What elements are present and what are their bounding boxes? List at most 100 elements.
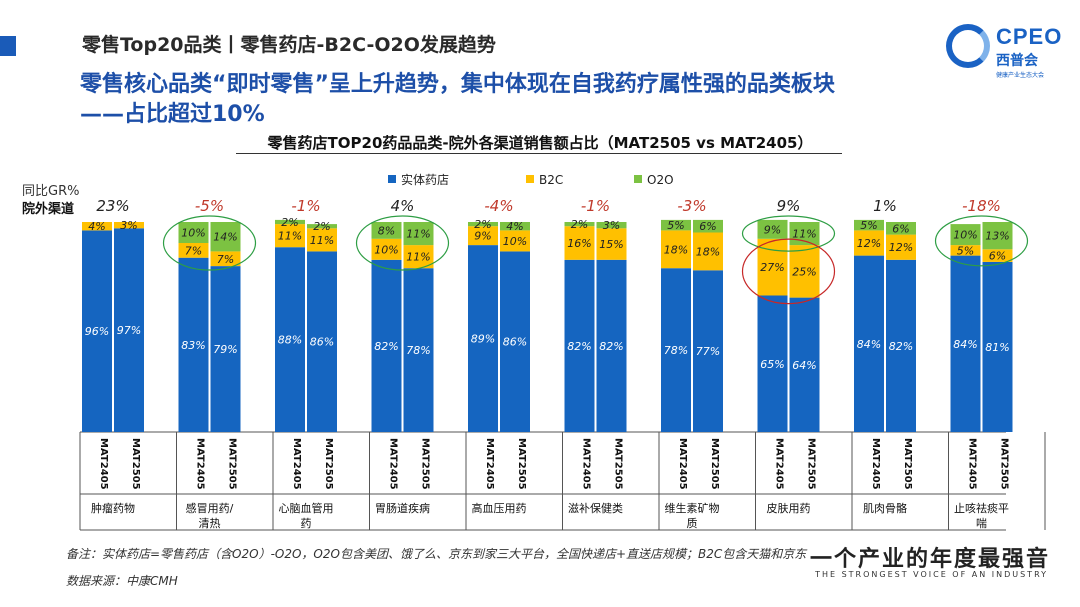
category-label: 胃肠道疾病 — [375, 501, 430, 515]
bar-data-label: 3% — [603, 219, 620, 232]
period-label: MAT2505 — [130, 438, 141, 490]
bar-segment-0 — [950, 255, 981, 432]
bar-segment-1 — [950, 245, 981, 256]
legend-swatch-2 — [634, 175, 642, 183]
growth-label: 1% — [873, 197, 897, 215]
period-label: MAT2505 — [323, 438, 334, 490]
period-label: MAT2505 — [902, 438, 913, 490]
growth-label: -4% — [484, 197, 513, 215]
bar-data-label: 79% — [213, 343, 237, 356]
cpeo-logo: CPEO 西普会 健康产业生态大会 — [946, 14, 1064, 84]
bar-segment-2 — [210, 222, 241, 252]
bar-segment-1 — [468, 226, 498, 246]
bar-segment-0 — [789, 297, 820, 432]
bar-segment-1 — [596, 228, 627, 260]
bar-segment-1 — [371, 238, 402, 260]
bar-data-label: 82% — [889, 340, 913, 353]
period-label: MAT2405 — [98, 438, 109, 490]
bar-segment-0 — [693, 270, 723, 432]
bar-data-label: 15% — [599, 238, 623, 251]
bar-data-label: 12% — [857, 237, 881, 250]
bar-segment-0 — [886, 259, 916, 432]
highlight-ellipse-skin-o2o — [741, 215, 836, 252]
bar-data-label: 88% — [278, 334, 302, 347]
bar-segment-0 — [854, 255, 884, 432]
bar-data-label: 11% — [278, 230, 302, 243]
category-label: 维生素矿物 — [665, 501, 720, 515]
bar-segment-1 — [789, 245, 820, 298]
bar-data-label: 82% — [567, 340, 591, 353]
period-label: MAT2405 — [291, 438, 302, 490]
bar-data-label: 4% — [506, 220, 523, 233]
growth-label: -18% — [962, 197, 1001, 215]
bar-data-label: 4% — [88, 220, 105, 233]
bar-data-label: 86% — [503, 336, 527, 349]
bar-data-label: 7% — [185, 244, 202, 257]
category-label: 肌肉骨骼 — [863, 501, 907, 515]
category-label: 药 — [301, 517, 312, 530]
bar-segment-2 — [500, 222, 530, 231]
bar-data-label: 2% — [313, 220, 330, 233]
bar-segment-1 — [210, 251, 241, 267]
category-label: 质 — [687, 517, 698, 530]
category-label: 止咳祛痰平 — [954, 501, 1009, 515]
bar-segment-0 — [982, 261, 1013, 432]
growth-label: 23% — [96, 197, 129, 215]
bar-segment-0 — [403, 268, 434, 432]
bar-data-label: 5% — [667, 219, 684, 232]
header-title: 零售Top20品类丨零售药店-B2C-O2O发展趋势 — [82, 34, 496, 56]
bar-segment-0 — [661, 268, 691, 432]
bar-data-label: 77% — [696, 345, 720, 358]
bar-data-label: 96% — [85, 325, 109, 338]
bar-segment-2 — [468, 222, 498, 227]
period-label: MAT2405 — [774, 438, 785, 490]
bar-segment-0 — [757, 295, 788, 432]
legend-label-0: 实体药店 — [401, 172, 449, 187]
bar-segment-0 — [468, 245, 498, 432]
legend-swatch-0 — [388, 175, 396, 183]
growth-label: -1% — [581, 197, 610, 215]
bar-data-label: 97% — [117, 324, 141, 337]
bar-segment-1 — [403, 245, 434, 269]
bar-data-label: 65% — [760, 358, 784, 371]
category-label: 滋补保健类 — [568, 501, 623, 515]
period-label: MAT2505 — [613, 438, 624, 490]
bar-segment-2 — [371, 222, 402, 239]
category-label: 心脑血管用 — [279, 501, 334, 515]
bar-segment-2 — [854, 219, 884, 231]
bar-data-label: 78% — [664, 344, 688, 357]
bar-segment-1 — [661, 230, 691, 269]
category-label: 感冒用药/ — [186, 502, 234, 515]
bar-segment-1 — [275, 224, 305, 248]
footnote: 备注：实体药店=零售药店（含O2O）-O2O，O2O包含美团、饿了么、京东到家三… — [66, 547, 807, 561]
category-label: 高血压用药 — [472, 501, 527, 515]
growth-rate-label: 同比GR% — [22, 184, 80, 199]
bar-data-label: 27% — [760, 261, 784, 274]
category-label: 皮肤用药 — [767, 501, 811, 515]
bar-data-label: 10% — [503, 235, 527, 248]
bar-data-label: 10% — [374, 243, 398, 256]
stacked-bar-chart: 实体药店 B2C O2O 23% 96% 4% MAT2405 97% 3% MAT2505 肿瘤药… — [79, 172, 1046, 531]
logo-cn: 西普会 — [996, 53, 1038, 69]
legend-label-1: B2C — [539, 173, 563, 187]
bar-data-label: 11% — [406, 228, 430, 241]
bar-data-label: 82% — [599, 340, 623, 353]
bar-data-label: 2% — [474, 218, 491, 231]
logo-text: CPEO — [996, 24, 1063, 49]
chart-title-underline — [236, 153, 842, 154]
bar-data-label: 5% — [860, 219, 877, 232]
bar-data-label: 7% — [217, 253, 234, 266]
bar-data-label: 84% — [953, 338, 977, 351]
bar-data-label: 78% — [406, 344, 430, 357]
bar-data-label: 82% — [374, 340, 398, 353]
bar-segment-2 — [693, 219, 723, 233]
period-label: MAT2505 — [420, 438, 431, 490]
bar-segment-2 — [403, 222, 434, 246]
period-label: MAT2405 — [677, 438, 688, 490]
bar-segment-1 — [178, 243, 209, 258]
bar-data-label: 12% — [889, 241, 913, 254]
bar-data-label: 9% — [764, 223, 781, 236]
bar-data-label: 81% — [985, 341, 1009, 354]
bar-data-label: 11% — [310, 234, 334, 247]
bar-segment-0 — [82, 230, 112, 432]
